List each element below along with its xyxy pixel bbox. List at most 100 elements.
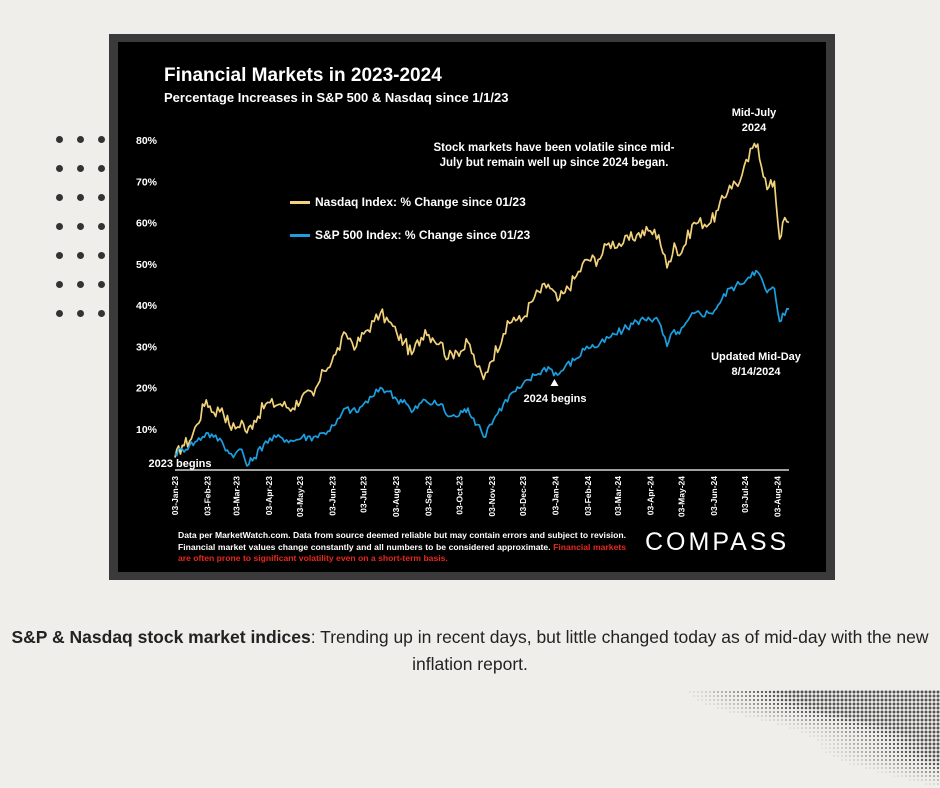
halftone-dot bbox=[749, 695, 751, 697]
halftone-dot bbox=[741, 711, 743, 713]
halftone-dot bbox=[869, 755, 871, 757]
halftone-dot bbox=[904, 714, 908, 718]
halftone-pattern bbox=[689, 690, 940, 785]
halftone-dot bbox=[920, 730, 924, 734]
halftone-dot bbox=[924, 762, 928, 766]
halftone-dot bbox=[853, 763, 855, 765]
halftone-dot bbox=[868, 702, 872, 706]
halftone-dot bbox=[836, 714, 840, 718]
halftone-dot bbox=[837, 723, 839, 725]
halftone-dot bbox=[849, 751, 851, 753]
halftone-dot bbox=[821, 723, 823, 725]
halftone-dot bbox=[913, 767, 915, 769]
halftone-dot bbox=[900, 722, 904, 726]
halftone-dot bbox=[872, 690, 876, 694]
halftone-dot bbox=[924, 710, 928, 714]
halftone-dot bbox=[892, 738, 896, 742]
halftone-dot bbox=[916, 714, 920, 718]
halftone-dot bbox=[808, 690, 812, 694]
halftone-dot bbox=[885, 763, 887, 765]
halftone-dot bbox=[777, 715, 779, 717]
halftone-dot bbox=[841, 727, 843, 729]
halftone-dot bbox=[912, 710, 916, 714]
halftone-dot bbox=[928, 698, 932, 702]
halftone-dot bbox=[889, 763, 891, 765]
halftone-dot bbox=[789, 719, 791, 721]
halftone-dot bbox=[840, 690, 844, 694]
halftone-dot bbox=[893, 755, 895, 757]
halftone-dot bbox=[789, 711, 791, 713]
halftone-dot bbox=[840, 722, 844, 726]
x-tick-label: 03-Dec-23 bbox=[518, 476, 528, 516]
halftone-dot bbox=[808, 698, 812, 702]
halftone-dot bbox=[916, 702, 920, 706]
halftone-dot bbox=[768, 690, 772, 694]
halftone-dot bbox=[936, 758, 940, 762]
halftone-dot bbox=[912, 750, 916, 754]
halftone-dot bbox=[756, 694, 760, 698]
halftone-dot bbox=[745, 699, 747, 701]
halftone-dot bbox=[864, 702, 868, 706]
decorative-dot bbox=[98, 252, 105, 259]
halftone-dot bbox=[872, 694, 876, 698]
halftone-dot bbox=[916, 742, 920, 746]
halftone-dot bbox=[853, 739, 855, 741]
halftone-dot bbox=[864, 698, 868, 702]
halftone-dot bbox=[936, 746, 940, 750]
halftone-dot bbox=[865, 747, 867, 749]
halftone-dot bbox=[900, 690, 904, 694]
halftone-dot bbox=[825, 747, 827, 749]
halftone-dot bbox=[924, 714, 928, 718]
halftone-dot bbox=[881, 751, 883, 753]
halftone-dot bbox=[764, 698, 768, 702]
halftone-dot bbox=[856, 718, 860, 722]
halftone-dot bbox=[760, 690, 764, 694]
halftone-dot bbox=[932, 758, 936, 762]
halftone-dot bbox=[905, 775, 907, 777]
halftone-dot bbox=[893, 775, 895, 777]
halftone-dot bbox=[904, 690, 908, 694]
halftone-dot bbox=[792, 690, 796, 694]
halftone-dot bbox=[805, 731, 807, 733]
halftone-dot bbox=[908, 754, 912, 758]
halftone-dot bbox=[817, 735, 819, 737]
chart-subtitle: Percentage Increases in S&P 500 & Nasdaq… bbox=[164, 90, 509, 105]
halftone-dot bbox=[872, 710, 876, 714]
halftone-dot bbox=[908, 714, 912, 718]
halftone-dot bbox=[873, 759, 875, 761]
halftone-dot bbox=[717, 703, 719, 705]
halftone-dot bbox=[752, 694, 756, 698]
halftone-dot bbox=[849, 755, 851, 757]
halftone-dot bbox=[900, 754, 904, 758]
halftone-dot bbox=[892, 706, 896, 710]
halftone-dot bbox=[769, 719, 771, 721]
halftone-dot bbox=[936, 714, 940, 718]
halftone-dot bbox=[932, 714, 936, 718]
halftone-dot bbox=[852, 706, 856, 710]
x-tick-label: 03-Jan-23 bbox=[170, 476, 180, 515]
halftone-dot bbox=[796, 710, 800, 714]
halftone-dot bbox=[937, 779, 939, 781]
halftone-dot bbox=[844, 706, 848, 710]
halftone-dot bbox=[896, 730, 900, 734]
x-tick-label: 03-Apr-23 bbox=[264, 476, 274, 515]
volatility-line1: Stock markets have been volatile since m… bbox=[433, 142, 675, 154]
halftone-dot bbox=[876, 718, 880, 722]
decorative-dot bbox=[56, 194, 63, 201]
halftone-dot bbox=[885, 767, 887, 769]
halftone-dot bbox=[900, 750, 904, 754]
footnote-text: Data per MarketWatch.com. Data from sour… bbox=[178, 530, 626, 552]
y-tick-label: 40% bbox=[136, 300, 158, 312]
halftone-dot bbox=[921, 771, 923, 773]
decorative-dot bbox=[56, 310, 63, 317]
halftone-dot bbox=[785, 719, 787, 721]
halftone-dot bbox=[849, 747, 851, 749]
halftone-dot bbox=[729, 699, 731, 701]
halftone-dot bbox=[932, 762, 936, 766]
halftone-dot bbox=[881, 767, 883, 769]
halftone-dot bbox=[836, 698, 840, 702]
halftone-dot bbox=[781, 715, 783, 717]
halftone-dot bbox=[820, 706, 824, 710]
halftone-dot bbox=[836, 694, 840, 698]
halftone-dot bbox=[789, 715, 791, 717]
